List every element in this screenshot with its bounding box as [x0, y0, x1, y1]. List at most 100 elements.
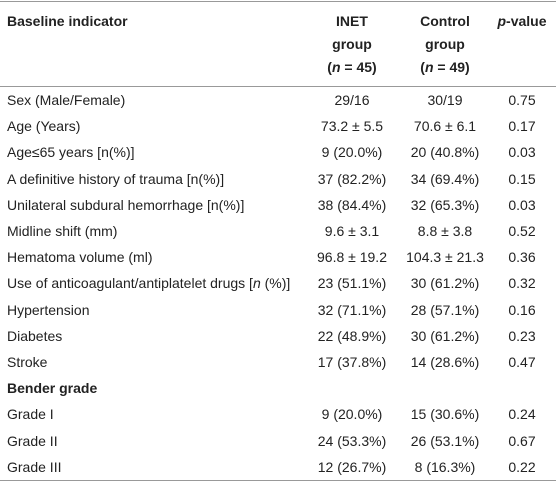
cell-value: 0.17	[508, 118, 536, 135]
row-label: Midline shift (mm)	[7, 223, 118, 240]
table-row: Hematoma volume (ml) 96.8 ± 19.2 104.3 ± 2…	[0, 244, 556, 270]
row-label: Sex (Male/Female)	[7, 92, 126, 109]
cell-value: 0.03	[508, 144, 536, 161]
table-row: Sex (Male/Female) 29/16 30/19 0.75	[0, 87, 556, 114]
cell-value: 104.3 ± 21.3	[406, 249, 484, 266]
text-span: (	[420, 59, 425, 75]
header-line: group	[406, 33, 484, 56]
row-label: Grade III	[7, 458, 62, 475]
row-label: Hypertension	[7, 301, 90, 318]
table-row: Hypertension 32 (71.1%) 28 (57.1%) 0.16	[0, 297, 556, 323]
table-row: Age (Years) 73.2 ± 5.5 70.6 ± 6.1 0.17	[0, 113, 556, 139]
header-line: p-value	[492, 10, 552, 33]
row-label: Diabetes	[7, 327, 63, 344]
table-row: A definitive history of trauma [n(%)] 37 …	[0, 166, 556, 192]
table-row: Age≤65 years [n(%)] 9 (20.0%) 20 (40.8%) 0.…	[0, 139, 556, 165]
cell-value: 0.23	[508, 327, 536, 344]
text-span: group	[425, 36, 465, 52]
table-row: Bender grade	[0, 375, 556, 401]
table-header: Baseline indicator INET group (n = 45) Contr…	[0, 1, 556, 87]
cell-value: 0.52	[508, 223, 536, 240]
cell-value: 0.36	[508, 249, 536, 266]
table-body: Sex (Male/Female) 29/16 30/19 0.75 Age (Year…	[0, 87, 556, 481]
cell-value: 34 (69.4%)	[410, 170, 480, 187]
table-row: Stroke 17 (37.8%) 14 (28.6%) 0.47	[0, 349, 556, 375]
cell-value: 73.2 ± 5.5	[320, 118, 384, 135]
row-label: Unilateral subdural hemorrhage [n(%)]	[7, 196, 245, 213]
header-line: Baseline indicator	[7, 10, 298, 33]
cell-value: 37 (82.2%)	[317, 170, 387, 187]
header-row: Baseline indicator INET group (n = 45) Contr…	[0, 1, 556, 87]
cell-value: 38 (84.4%)	[317, 196, 387, 213]
text-span: p	[497, 13, 507, 29]
cell-value: 0.47	[508, 353, 536, 370]
section-heading: Bender grade	[7, 380, 98, 397]
cell-value: 30/19	[427, 92, 463, 109]
cell-value: 30 (61.2%)	[410, 275, 480, 292]
table-row: Unilateral subdural hemorrhage [n(%)] 38 …	[0, 192, 556, 218]
cell-value: 0.15	[508, 170, 536, 187]
header-line: Control	[406, 10, 484, 33]
cell-value: 8 (16.3%)	[414, 458, 476, 475]
table-row: Midline shift (mm) 9.6 ± 3.1 8.8 ± 3.8 0.52	[0, 218, 556, 244]
table-row: Diabetes 22 (48.9%) 30 (61.2%) 0.23	[0, 323, 556, 349]
cell-value: 15 (30.6%)	[410, 406, 480, 423]
cell-value: 20 (40.8%)	[410, 144, 480, 161]
text-span: group	[332, 36, 372, 52]
row-label: Stroke	[7, 353, 48, 370]
cell-value: 32 (71.1%)	[317, 301, 387, 318]
text-span: n	[424, 59, 434, 75]
cell-value: 29/16	[334, 92, 370, 109]
cell-value: 23 (51.1%)	[317, 275, 387, 292]
cell-value: 9 (20.0%)	[321, 406, 383, 423]
header-cell: INET group (n = 45)	[302, 2, 402, 87]
cell-value: 28 (57.1%)	[410, 301, 480, 318]
cell-value: 24 (53.3%)	[317, 432, 387, 449]
cell-value: 0.75	[508, 92, 536, 109]
cell-value: 0.16	[508, 301, 536, 318]
text-span: n	[252, 275, 261, 292]
table-row: Grade I 9 (20.0%) 15 (30.6%) 0.24	[0, 401, 556, 427]
header-line: INET	[306, 10, 398, 33]
row-label: Hematoma volume (ml)	[7, 249, 153, 266]
text-span: Baseline indicator	[7, 13, 128, 29]
cell-value: 30 (61.2%)	[410, 327, 480, 344]
cell-value: 0.67	[508, 432, 536, 449]
cell-value: 0.24	[508, 406, 536, 423]
cell-value: 9.6 ± 3.1	[324, 223, 380, 240]
table-row: Use of anticoagulant/antiplatelet drugs …	[0, 270, 556, 296]
row-label: Age (Years)	[7, 118, 81, 135]
cell-value: 14 (28.6%)	[410, 353, 480, 370]
cell-value: 96.8 ± 19.2	[317, 249, 387, 266]
row-label: Use of anticoagulant/antiplatelet drugs …	[0, 270, 302, 296]
header-cell: p-value	[488, 2, 556, 87]
header-cell: Baseline indicator	[0, 2, 302, 87]
cell-value: 70.6 ± 6.1	[413, 118, 477, 135]
cell-value: 17 (37.8%)	[317, 353, 387, 370]
cell-value: 0.32	[508, 275, 536, 292]
row-label: A definitive history of trauma [n(%)]	[7, 170, 225, 187]
cell-value: 9 (20.0%)	[321, 144, 383, 161]
text-span: = 49)	[433, 59, 470, 75]
header-cell: Control group (n = 49)	[402, 2, 488, 87]
text-span: n	[331, 59, 341, 75]
table-row: Grade III 12 (26.7%) 8 (16.3%) 0.22	[0, 454, 556, 481]
header-line: (n = 49)	[406, 56, 484, 79]
text-span: (%)]	[260, 275, 291, 292]
cell-value: 0.22	[508, 458, 536, 475]
row-label: Grade I	[7, 406, 54, 423]
text-span: Use of anticoagulant/antiplatelet drugs …	[7, 275, 253, 292]
cell-value: 22 (48.9%)	[317, 327, 387, 344]
cell-value: 12 (26.7%)	[317, 458, 387, 475]
row-label: Grade II	[7, 432, 58, 449]
baseline-table: Baseline indicator INET group (n = 45) Contr…	[0, 1, 556, 481]
header-line: (n = 45)	[306, 56, 398, 79]
text-span: = 45)	[340, 59, 377, 75]
text-span: (	[327, 59, 332, 75]
row-label: Age≤65 years [n(%)]	[7, 144, 135, 161]
text-span: INET	[336, 13, 368, 29]
cell-value: 0.03	[508, 196, 536, 213]
header-line: group	[306, 33, 398, 56]
text-span: Control	[420, 13, 470, 29]
